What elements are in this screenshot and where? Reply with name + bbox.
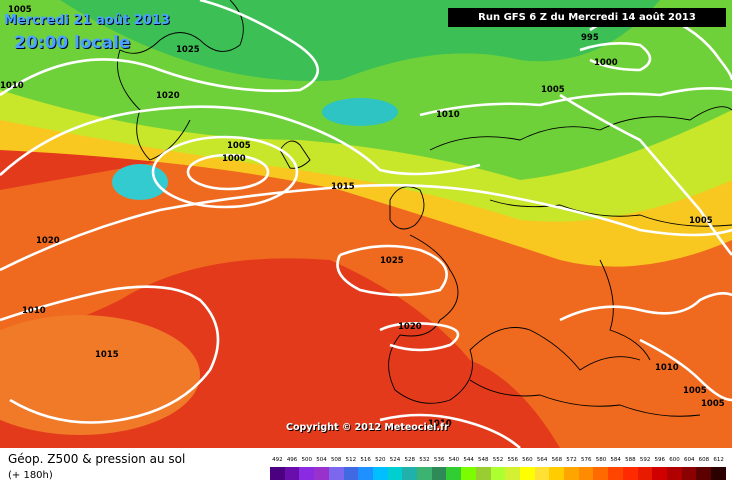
coastlines	[117, 0, 732, 417]
legend-swatch	[608, 467, 623, 480]
isobar-labels: 1005 1025 1020 1010 995 1000 1005 1010 1…	[0, 5, 725, 429]
legend-swatch	[696, 467, 712, 480]
legend-value: 548	[478, 457, 489, 463]
isobar-label: 1000	[594, 58, 618, 68]
isobar-label: 1005	[683, 386, 707, 396]
isobar-label: 1010	[655, 363, 679, 373]
legend-swatch	[637, 467, 653, 480]
field-teal-low-1	[322, 98, 398, 126]
isobar-label: 1010	[22, 306, 46, 316]
weather-map: 1005 1025 1020 1010 995 1000 1005 1010 1…	[0, 0, 732, 448]
forecast-date: Mercredi 21 août 2013	[4, 13, 170, 28]
isobar-label: 1020	[398, 322, 422, 332]
legend-swatch	[417, 467, 432, 480]
legend-swatch	[593, 467, 609, 480]
legend-value: 540	[448, 457, 460, 463]
legend-swatch	[299, 467, 315, 480]
legend-value: 612	[713, 457, 724, 463]
isobar-label: 1005	[701, 399, 725, 409]
legend-swatch	[461, 467, 476, 480]
legend-swatch	[578, 467, 594, 480]
legend-swatch	[505, 467, 520, 480]
legend-swatch	[475, 467, 491, 480]
isobar-label: 1015	[331, 182, 355, 192]
legend-swatch	[549, 467, 565, 480]
legend-value: 496	[286, 457, 298, 463]
isobar-label: 1005	[8, 5, 32, 15]
legend-value: 504	[316, 457, 327, 463]
legend-swatch	[446, 467, 462, 480]
legend-value: 524	[389, 457, 401, 463]
isobar-label: 1010	[428, 419, 452, 429]
copyright-text: Copyright © 2012 Meteociel.fr	[286, 422, 449, 433]
legend-swatch	[534, 467, 550, 480]
field-teal-low-2	[112, 164, 168, 200]
isobar-label: 1010	[0, 81, 24, 91]
legend-value: 572	[566, 457, 577, 463]
legend-value: 588	[625, 457, 636, 463]
legend-swatch	[564, 467, 579, 480]
legend-value-labels: 492 496 500 504 508 512 516 520 524 528 532 536 540 5…	[270, 457, 726, 466]
legend-value: 568	[551, 457, 563, 463]
legend-value: 580	[595, 457, 607, 463]
legend-swatch	[431, 467, 447, 480]
isobar-label: 1025	[380, 256, 404, 266]
legend-swatch	[666, 467, 682, 480]
legend-swatch	[652, 467, 667, 480]
legend-swatch	[402, 467, 418, 480]
legend-swatch	[490, 467, 506, 480]
isobar-label: 1015	[95, 350, 119, 360]
legend-swatch	[711, 467, 726, 480]
legend-value: 500	[301, 457, 313, 463]
field-bottom-orange	[0, 315, 200, 435]
legend-value: 556	[507, 457, 518, 463]
legend-swatch	[622, 467, 638, 480]
legend-swatch	[372, 467, 388, 480]
legend-value: 600	[669, 457, 680, 463]
legend-value: 552	[492, 457, 504, 463]
legend-value: 544	[463, 457, 474, 463]
legend-color-scale	[270, 467, 726, 480]
legend-swatch	[284, 467, 300, 480]
legend-swatch	[681, 467, 697, 480]
legend-value: 576	[581, 457, 592, 463]
isobar-label: 1020	[36, 236, 60, 246]
isobar-label: 1025	[176, 45, 200, 55]
legend-swatch	[358, 467, 373, 480]
legend-swatch	[328, 467, 344, 480]
forecast-time: 20:00 locale	[14, 33, 131, 53]
isobar-label: 1005	[541, 85, 565, 95]
isobar-label: 1000	[222, 154, 246, 164]
legend-value: 532	[419, 457, 430, 463]
isobar-label: 1005	[689, 216, 713, 226]
legend-bar: Géop. Z500 & pression au sol (+ 180h) 49…	[0, 448, 732, 488]
legend-value: 536	[433, 457, 445, 463]
isobar-label: 1005	[227, 141, 251, 151]
forecast-offset: (+ 180h)	[8, 470, 53, 481]
legend-swatch	[519, 467, 535, 480]
isobar-label: 1010	[436, 110, 460, 120]
legend-value: 596	[654, 457, 666, 463]
legend-value: 564	[536, 457, 548, 463]
isobars	[0, 0, 732, 448]
isobar-label: 995	[581, 33, 599, 43]
legend-value: 520	[375, 457, 386, 463]
legend-value: 528	[404, 457, 415, 463]
legend-swatch	[270, 467, 285, 480]
map-title: Géop. Z500 & pression au sol	[8, 452, 186, 466]
legend-value: 604	[683, 457, 695, 463]
legend-value: 592	[639, 457, 651, 463]
legend-swatch	[314, 467, 329, 480]
legend-value: 608	[698, 457, 710, 463]
legend-value: 516	[360, 457, 371, 463]
isobar-label: 1020	[156, 91, 180, 101]
legend-swatch	[343, 467, 359, 480]
legend-value: 508	[330, 457, 342, 463]
legend-value: 584	[610, 457, 621, 463]
legend-value: 560	[522, 457, 533, 463]
model-run-label: Run GFS 6 Z du Mercredi 14 août 2013	[448, 8, 726, 27]
legend-swatch	[387, 467, 403, 480]
legend-value: 512	[345, 457, 357, 463]
legend-value: 492	[272, 457, 283, 463]
